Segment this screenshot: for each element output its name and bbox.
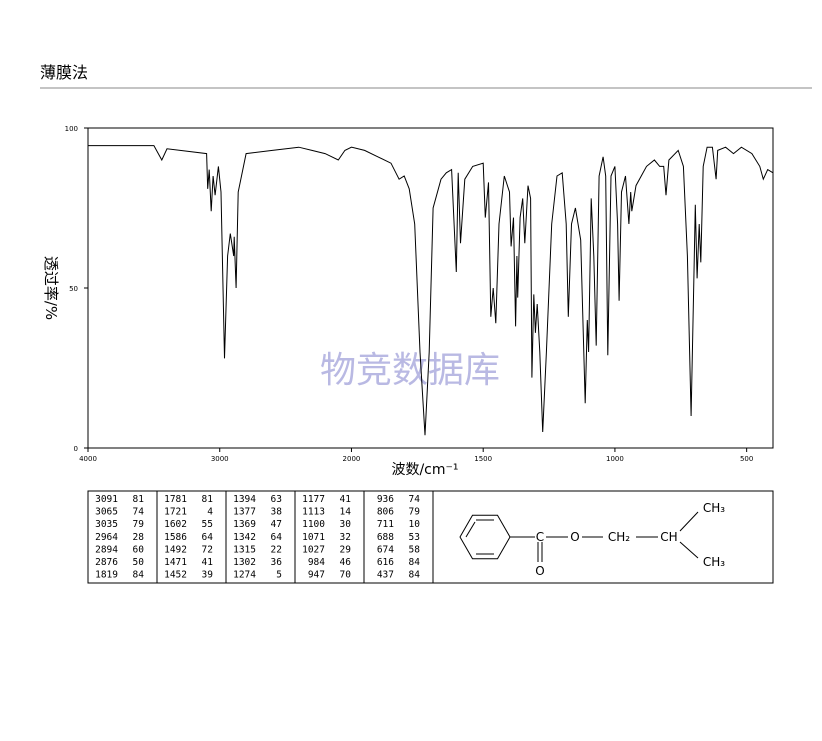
peak-transmittance: 22 [271, 544, 282, 555]
peak-transmittance: 70 [340, 570, 352, 581]
peak-transmittance: 55 [202, 519, 213, 530]
x-tick-label: 500 [740, 455, 753, 463]
peak-wavenumber: 1302 [233, 557, 256, 568]
peak-wavenumber: 2894 [95, 544, 118, 555]
peak-wavenumber: 806 [377, 507, 394, 518]
peak-wavenumber: 1471 [164, 557, 187, 568]
peak-transmittance: 84 [409, 570, 421, 581]
peak-wavenumber: 688 [377, 532, 394, 543]
atom-label: O [570, 530, 579, 544]
structure-drawing [432, 491, 699, 583]
peak-wavenumber: 947 [308, 570, 325, 581]
peak-wavenumber: 1602 [164, 519, 187, 530]
peak-transmittance: 60 [133, 544, 145, 555]
x-tick-label: 4000 [79, 455, 97, 463]
peak-transmittance: 79 [133, 519, 145, 530]
peak-transmittance: 46 [340, 557, 352, 568]
peak-transmittance: 53 [409, 532, 420, 543]
peak-transmittance: 72 [202, 544, 213, 555]
peak-wavenumber: 984 [308, 557, 325, 568]
peak-wavenumber: 711 [377, 519, 394, 530]
peak-wavenumber: 1342 [233, 532, 256, 543]
peak-wavenumber: 1492 [164, 544, 187, 555]
peak-wavenumber: 437 [377, 570, 394, 581]
peak-wavenumber: 1586 [164, 532, 187, 543]
peak-wavenumber: 1394 [233, 494, 256, 505]
peak-transmittance: 84 [133, 570, 145, 581]
atom-label: CH [660, 530, 677, 544]
x-axis-label: 波数/cm⁻¹ [391, 462, 458, 478]
peak-wavenumber: 1315 [233, 544, 256, 555]
peak-transmittance: 29 [340, 544, 352, 555]
peak-wavenumber: 3035 [95, 519, 118, 530]
peak-transmittance: 36 [271, 557, 283, 568]
x-tick-label: 3000 [211, 455, 229, 463]
peak-transmittance: 47 [271, 519, 282, 530]
peak-transmittance: 64 [202, 532, 214, 543]
spectrum-line [88, 145, 774, 436]
peak-transmittance: 14 [340, 507, 352, 518]
y-tick-label: 50 [69, 285, 78, 293]
y-tick-label: 0 [74, 445, 78, 453]
atom-label: CH₃ [703, 501, 725, 515]
peak-wavenumber: 3091 [95, 494, 118, 505]
peak-transmittance: 41 [202, 557, 214, 568]
atom-label: CH₂ [608, 530, 630, 544]
peak-transmittance: 84 [409, 557, 421, 568]
peak-wavenumber: 1781 [164, 494, 187, 505]
peak-wavenumber: 1452 [164, 570, 187, 581]
peak-wavenumber: 936 [377, 494, 394, 505]
watermark: 物竞数据库 [320, 350, 500, 391]
peak-transmittance: 39 [202, 570, 214, 581]
peak-wavenumber: 3065 [95, 507, 118, 518]
peak-transmittance: 74 [409, 494, 421, 505]
peak-wavenumber: 616 [377, 557, 394, 568]
peak-wavenumber: 1721 [164, 507, 187, 518]
peak-transmittance: 28 [133, 532, 145, 543]
peak-wavenumber: 1819 [95, 570, 118, 581]
peak-wavenumber: 1274 [233, 570, 256, 581]
peak-transmittance: 64 [271, 532, 283, 543]
x-tick-label: 1000 [606, 455, 624, 463]
page-title: 薄膜法 [40, 63, 88, 82]
atom-label: C [536, 530, 544, 544]
peak-transmittance: 74 [133, 507, 145, 518]
peak-transmittance: 38 [271, 507, 283, 518]
peak-transmittance: 32 [340, 532, 351, 543]
y-tick-label: 100 [65, 125, 78, 133]
x-tick-label: 2000 [343, 455, 361, 463]
peak-wavenumber: 1027 [302, 544, 325, 555]
peak-transmittance: 10 [409, 519, 421, 530]
atom-label: CH₃ [703, 555, 725, 569]
peak-transmittance: 63 [271, 494, 282, 505]
peak-transmittance: 30 [340, 519, 352, 530]
peak-wavenumber: 1377 [233, 507, 256, 518]
atom-label: O [535, 564, 544, 578]
peak-wavenumber: 1071 [302, 532, 325, 543]
peak-transmittance: 81 [133, 494, 145, 505]
peak-transmittance: 41 [340, 494, 352, 505]
peak-wavenumber: 1369 [233, 519, 256, 530]
peak-transmittance: 81 [202, 494, 214, 505]
table-frame [87, 490, 774, 584]
peak-wavenumber: 1100 [302, 519, 325, 530]
y-axis-label: 透过率/% [42, 256, 60, 320]
peak-transmittance: 4 [207, 507, 213, 518]
peak-wavenumber: 1113 [302, 507, 325, 518]
peak-transmittance: 79 [409, 507, 421, 518]
peak-transmittance: 5 [276, 570, 282, 581]
peak-wavenumber: 2964 [95, 532, 118, 543]
peak-wavenumber: 1177 [302, 494, 325, 505]
x-tick-label: 1500 [474, 455, 492, 463]
peak-wavenumber: 674 [377, 544, 394, 555]
peak-transmittance: 58 [409, 544, 421, 555]
peak-wavenumber: 2876 [95, 557, 118, 568]
peak-transmittance: 50 [133, 557, 145, 568]
